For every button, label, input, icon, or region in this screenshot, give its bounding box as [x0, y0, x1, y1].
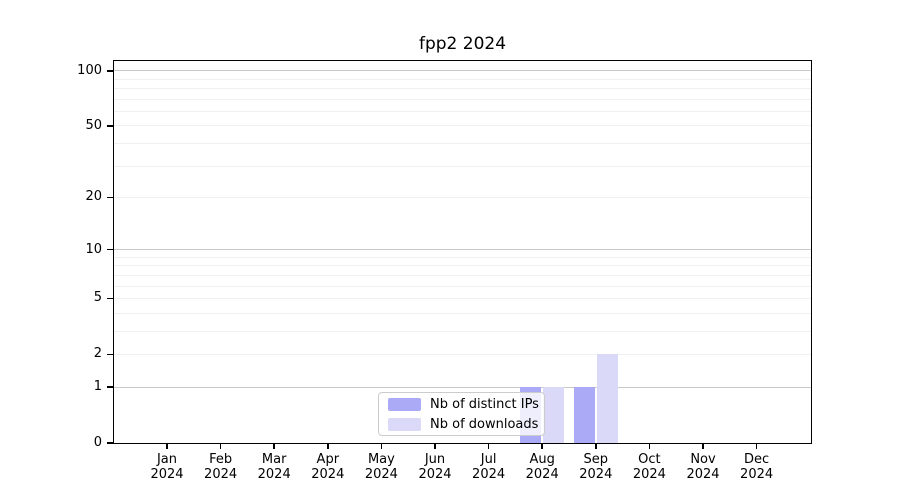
y-tick-0: [107, 442, 113, 444]
x-tick-year-oct: 2024: [632, 467, 666, 482]
x-tick-label-jul: Jul 2024: [454, 452, 524, 482]
bar-sep-distinct-ips: [573, 387, 595, 443]
x-tick-year-feb: 2024: [204, 467, 238, 482]
minor-gridline-60: [114, 110, 811, 112]
major-gridline-100: [114, 70, 811, 72]
minor-gridline-50: [114, 125, 811, 127]
x-tick-year-mar: 2024: [257, 467, 291, 482]
y-tick-label-20: 20: [85, 189, 102, 205]
x-tick-label-sep: Sep 2024: [561, 452, 631, 482]
x-tick-sep: [595, 444, 597, 449]
bar-aug-downloads: [543, 387, 565, 443]
x-tick-may: [380, 444, 383, 449]
x-tick-label-mar: Mar 2024: [239, 452, 309, 482]
major-gridline-10: [114, 249, 811, 251]
y-tick-100: [107, 69, 113, 72]
y-tick-20: [107, 196, 113, 199]
minor-gridline-2: [114, 353, 811, 355]
y-tick-5: [107, 297, 113, 300]
plot-area: Nb of distinct IPs Nb of downloads: [113, 60, 812, 444]
x-tick-year-aug: 2024: [525, 467, 559, 482]
y-tick-label-100: 100: [77, 62, 102, 78]
x-tick-jun: [434, 444, 436, 449]
x-tick-label-feb: Feb 2024: [186, 452, 256, 482]
y-tick-label-10: 10: [85, 241, 102, 257]
minor-gridline-7: [114, 274, 811, 276]
x-tick-year-may: 2024: [364, 467, 398, 482]
x-tick-label-jun: Jun 2024: [400, 452, 470, 482]
x-tick-year-sep: 2024: [579, 467, 613, 482]
x-tick-label-may: May 2024: [346, 452, 416, 482]
minor-gridline-3: [114, 330, 811, 332]
y-tick-10: [107, 248, 113, 251]
x-tick-year-apr: 2024: [311, 467, 345, 482]
y-tick-2: [107, 353, 113, 356]
y-tick-label-2: 2: [93, 346, 102, 362]
y-tick-label-1: 1: [93, 379, 102, 395]
chart-title: fpp2 2024: [418, 34, 507, 54]
x-tick-nov: [702, 444, 704, 449]
x-tick-jan: [166, 444, 168, 449]
minor-gridline-5: [114, 297, 811, 299]
x-tick-mar: [273, 444, 275, 449]
y-tick-label-0: 0: [93, 435, 102, 450]
x-tick-oct: [648, 444, 651, 449]
x-tick-year-jul: 2024: [472, 467, 506, 482]
y-tick-50: [107, 125, 113, 127]
x-tick-dec: [755, 444, 758, 449]
x-tick-label-aug: Aug 2024: [507, 452, 577, 482]
x-tick-year-jan: 2024: [150, 467, 184, 482]
x-tick-year-jun: 2024: [418, 467, 452, 482]
minor-gridline-70: [114, 98, 811, 100]
y-tick-label-5: 5: [93, 290, 102, 306]
minor-gridline-90: [114, 78, 811, 80]
x-tick-aug: [541, 444, 543, 449]
x-tick-year-nov: 2024: [686, 467, 720, 482]
y-tick-label-50: 50: [85, 117, 102, 133]
minor-gridline-6: [114, 285, 811, 287]
x-tick-jul: [487, 444, 490, 449]
legend-swatch-distinct-ips: [388, 397, 421, 411]
minor-gridline-40: [114, 142, 811, 144]
minor-gridline-8: [114, 265, 811, 267]
minor-gridline-9: [114, 256, 811, 258]
legend-swatch-downloads: [388, 417, 421, 431]
minor-gridline-80: [114, 88, 811, 90]
bars-layer: [114, 61, 811, 443]
major-gridline-1: [114, 386, 811, 388]
legend-label-downloads: Nb of downloads: [430, 416, 539, 432]
legend-item-downloads: Nb of downloads: [388, 417, 544, 432]
x-tick-apr: [327, 444, 329, 449]
x-tick-label-oct: Oct 2024: [614, 452, 684, 482]
x-tick-label-dec: Dec 2024: [722, 452, 792, 482]
legend-label-distinct-ips: Nb of distinct IPs: [430, 396, 539, 412]
minor-gridline-20: [114, 196, 811, 198]
y-tick-1: [107, 386, 113, 388]
x-tick-year-dec: 2024: [740, 467, 774, 482]
x-tick-feb: [219, 444, 222, 449]
gridlines-layer: [114, 61, 811, 443]
minor-gridline-30: [114, 165, 811, 167]
legend: Nb of distinct IPs Nb of downloads: [378, 392, 545, 436]
legend-item-distinct-ips: Nb of distinct IPs: [388, 397, 544, 412]
x-tick-label-jan: Jan 2024: [132, 452, 202, 482]
x-tick-label-nov: Nov 2024: [668, 452, 738, 482]
minor-gridline-4: [114, 312, 811, 314]
bar-sep-downloads: [596, 354, 618, 443]
x-tick-label-apr: Apr 2024: [293, 452, 363, 482]
